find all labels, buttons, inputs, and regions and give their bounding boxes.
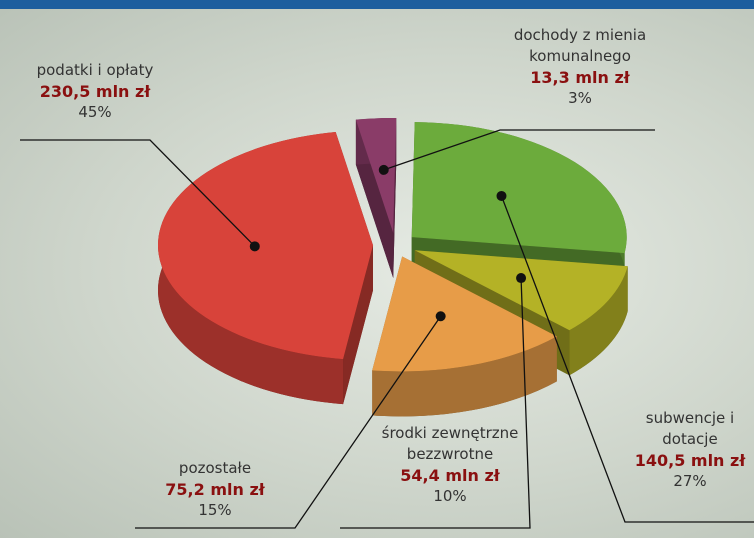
slice-side (372, 336, 557, 417)
category-label: podatki i opłaty (36, 61, 154, 79)
leader-line (135, 315, 442, 529)
leader-dot (378, 164, 389, 175)
leader-dot (249, 241, 260, 252)
leader-line (500, 195, 754, 523)
slice (372, 256, 557, 372)
category-label: subwencje i dotacje (645, 409, 735, 448)
slice (355, 117, 397, 233)
slice-label: podatki i opłaty 230,5 mln zł 45% (5, 60, 185, 123)
percent-label: 27% (673, 472, 707, 490)
amount-label: 140,5 mln zł (634, 451, 746, 470)
amount-label: 230,5 mln zł (39, 82, 151, 101)
slice-label: pozostałe 75,2 mln zł 15% (140, 458, 290, 521)
amount-label: 75,2 mln zł (165, 480, 265, 499)
leader-dot (435, 311, 446, 322)
slice-side (569, 266, 628, 376)
percent-label: 45% (78, 103, 112, 121)
amount-label: 54,4 mln zł (400, 466, 500, 485)
percent-label: 3% (568, 89, 592, 107)
leader-line (20, 139, 256, 247)
amount-label: 13,3 mln zł (530, 68, 630, 87)
slice-label: środki zewnętrzne bezzwrotne 54,4 mln zł 1… (350, 423, 550, 507)
leader-line (340, 278, 531, 529)
slice-label: dochody z mienia komunalnego 13,3 mln zł 3… (475, 25, 685, 109)
leader-dot (496, 190, 507, 201)
slice-label: subwencje i dotacje 140,5 mln zł 27% (633, 408, 748, 492)
percent-label: 10% (433, 487, 467, 505)
slice-wall (343, 245, 374, 405)
category-label: środki zewnętrzne bezzwrotne (381, 424, 519, 463)
header-bar (0, 0, 754, 9)
category-label: dochody z mienia komunalnego (513, 26, 647, 65)
category-label: pozostałe (178, 459, 252, 477)
slice (411, 122, 627, 254)
leader-line (383, 129, 655, 171)
percent-label: 15% (198, 501, 232, 519)
leader-dot (516, 273, 527, 284)
slice (158, 131, 374, 360)
